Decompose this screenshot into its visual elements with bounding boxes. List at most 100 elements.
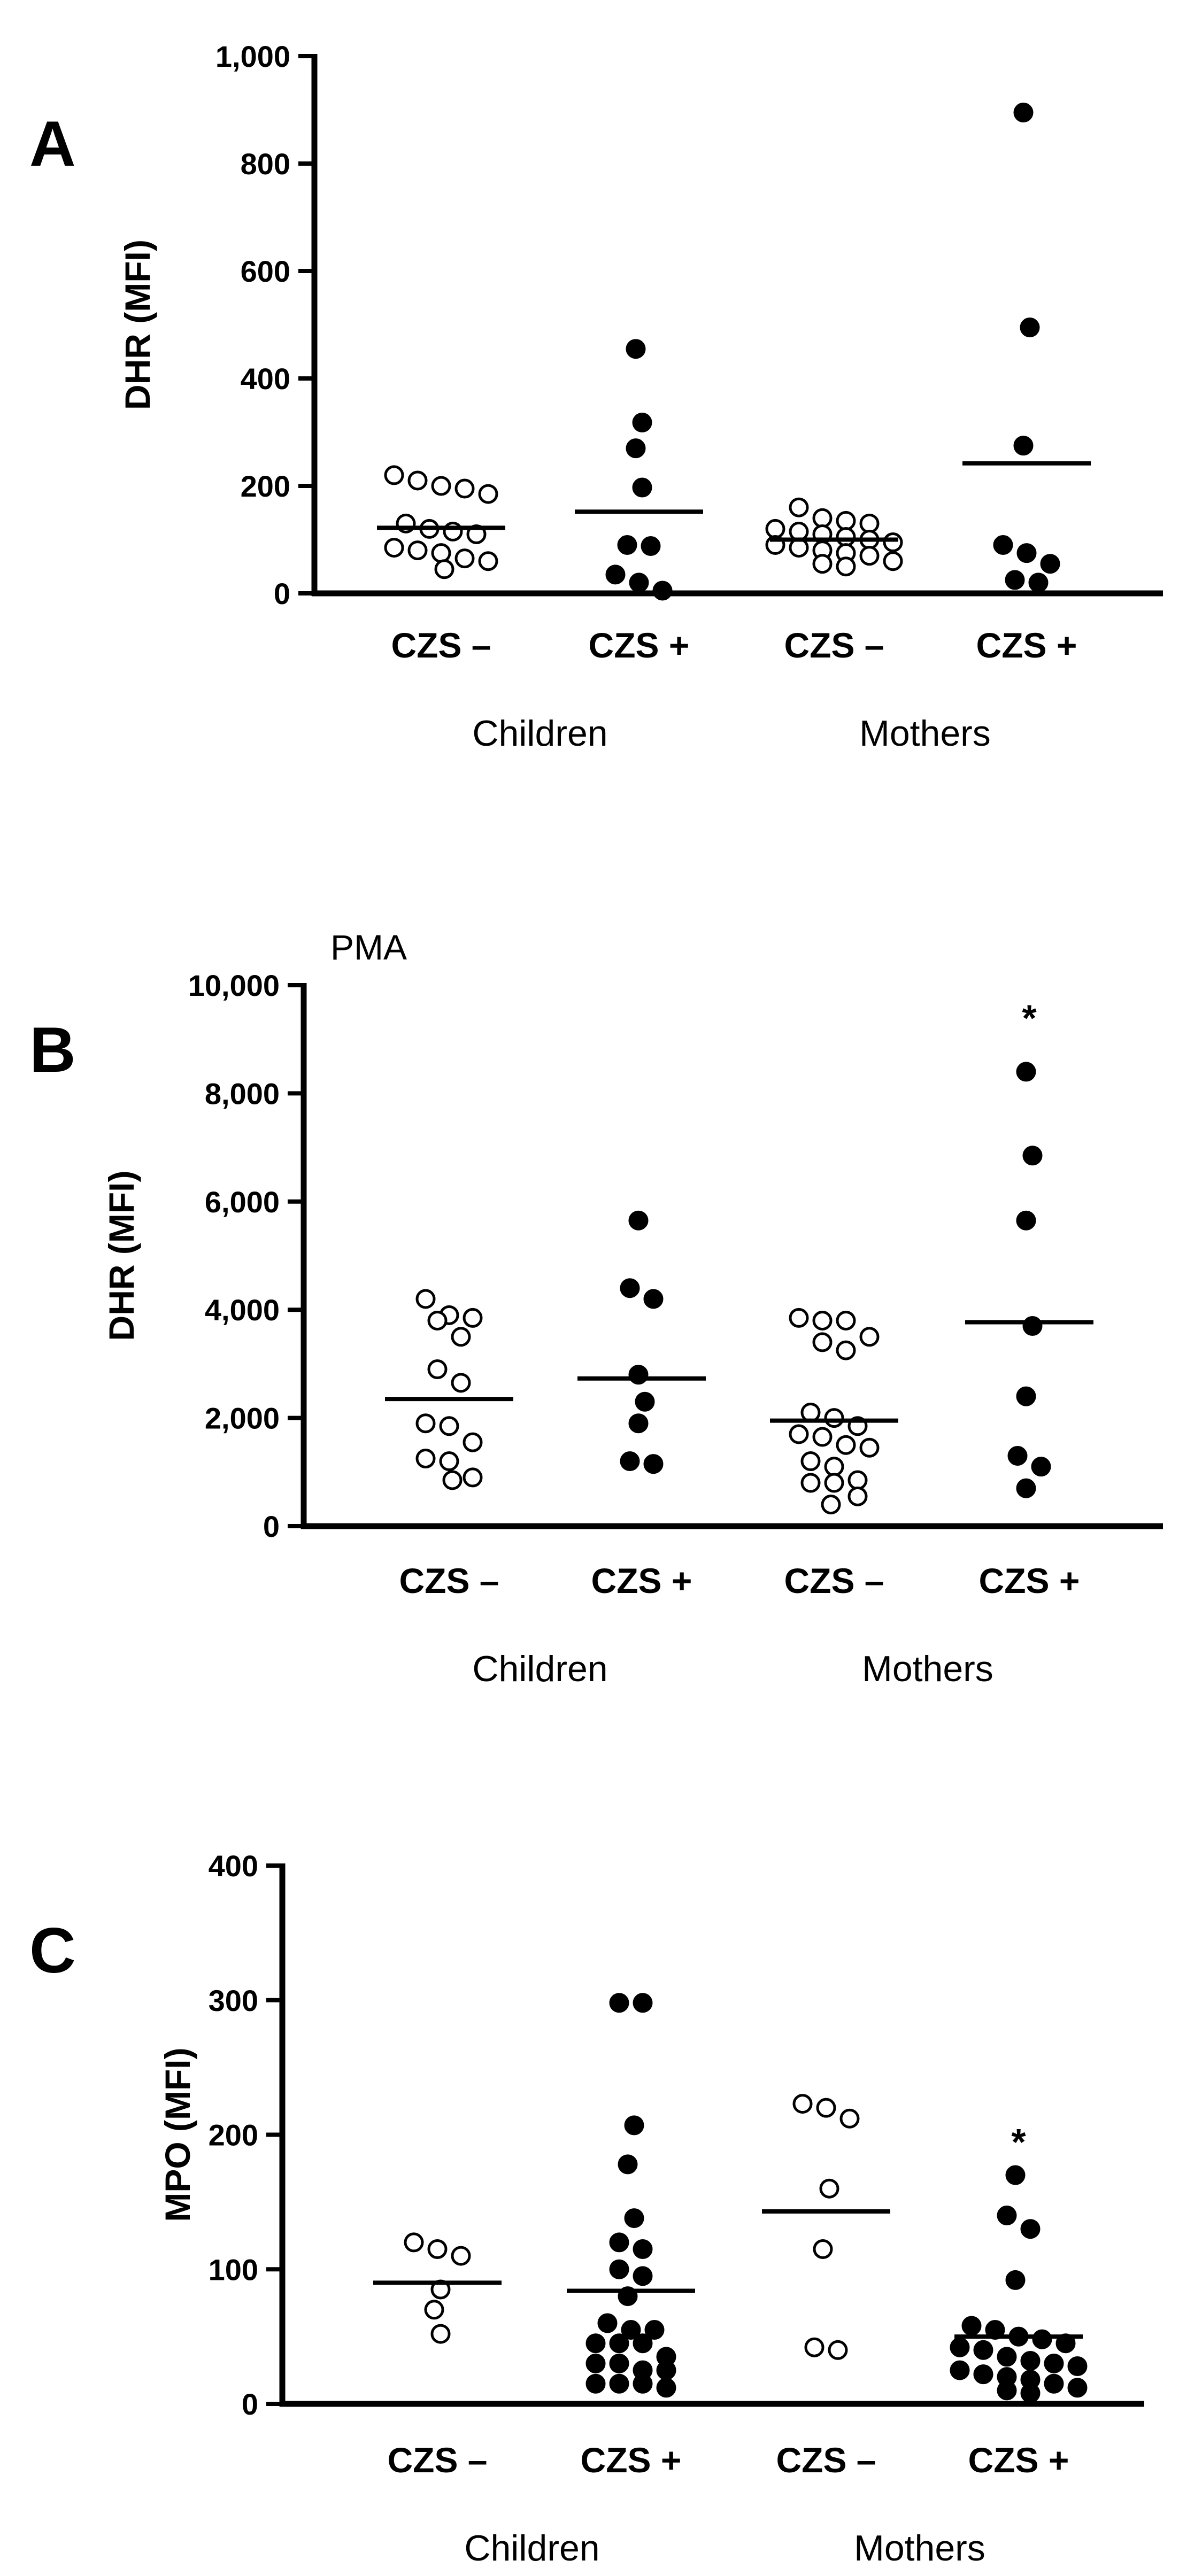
y-tick-label: 0 <box>263 1510 280 1543</box>
data-point <box>618 2154 638 2175</box>
data-point <box>789 1308 809 1328</box>
data-point <box>997 2347 1017 2367</box>
data-point <box>609 2373 629 2394</box>
data-point <box>789 1424 809 1444</box>
data-point <box>973 2364 993 2385</box>
group-label: Mothers <box>862 1649 993 1689</box>
significance-star: * <box>1022 997 1037 1039</box>
y-tick-label: 8,000 <box>205 1077 280 1110</box>
y-tick-label: 1,000 <box>215 40 290 73</box>
data-point <box>632 412 652 432</box>
x-tick-label: CZS – <box>784 1561 884 1600</box>
y-tick-label: 200 <box>209 2118 258 2152</box>
data-point <box>643 1289 664 1309</box>
data-point <box>792 2094 813 2114</box>
data-point <box>973 2340 993 2360</box>
significance-star: * <box>1011 2121 1026 2163</box>
data-point <box>836 510 856 531</box>
data-point <box>617 535 637 555</box>
y-tick-label: 2,000 <box>205 1402 280 1435</box>
data-point <box>628 1413 649 1434</box>
data-point <box>641 536 661 556</box>
series-0 <box>385 1289 513 1490</box>
data-point <box>839 2108 860 2129</box>
data-point <box>828 2340 848 2360</box>
data-point <box>824 1408 844 1428</box>
data-point <box>1067 2378 1088 2398</box>
data-point <box>427 2239 448 2259</box>
data-point <box>1044 2373 1064 2394</box>
x-tick-label: CZS + <box>976 625 1077 665</box>
data-point <box>824 1473 844 1493</box>
data-point <box>812 1427 833 1447</box>
data-point <box>424 2300 444 2320</box>
data-point <box>628 1210 649 1231</box>
data-point <box>836 1310 856 1330</box>
data-point <box>605 564 626 585</box>
data-point <box>431 476 451 496</box>
data-point <box>1044 2353 1064 2373</box>
y-tick-label: 200 <box>241 469 290 503</box>
data-point <box>813 2239 833 2259</box>
data-point <box>1020 2350 1041 2371</box>
data-point <box>434 559 454 579</box>
data-point <box>585 2333 606 2354</box>
data-point <box>812 554 833 574</box>
data-point <box>407 470 428 491</box>
x-tick-label: CZS – <box>387 2440 487 2480</box>
data-point <box>609 2232 629 2253</box>
data-point <box>629 573 649 593</box>
data-point <box>1016 543 1037 563</box>
data-point <box>463 1467 483 1488</box>
data-point <box>1016 1386 1036 1406</box>
data-point <box>633 2239 653 2259</box>
data-point <box>812 1332 833 1352</box>
data-point <box>624 2208 644 2229</box>
data-point <box>585 2373 606 2394</box>
y-tick-label: 4,000 <box>205 1293 280 1327</box>
data-point <box>384 465 404 485</box>
data-point <box>883 532 903 553</box>
x-tick-label: CZS – <box>776 2440 876 2480</box>
data-point <box>430 2324 451 2344</box>
data-point <box>800 1473 821 1493</box>
data-point <box>632 477 652 498</box>
data-point <box>609 2353 629 2373</box>
data-point <box>463 1432 483 1452</box>
data-point <box>961 2316 982 2336</box>
data-point <box>1005 2270 1026 2290</box>
data-point <box>789 497 809 517</box>
data-point <box>812 1310 833 1330</box>
y-tick-label: 10,000 <box>188 969 280 1002</box>
data-point <box>1020 2219 1041 2239</box>
data-point <box>883 551 903 571</box>
group-label: Children <box>472 713 607 754</box>
data-point <box>384 538 404 558</box>
panel-letter: C <box>29 1915 76 1986</box>
data-point <box>1005 2165 1026 2185</box>
y-axis-label: DHR (MFI) <box>118 239 157 410</box>
data-point <box>950 2360 970 2380</box>
data-point <box>620 1278 640 1298</box>
group-label: Mothers <box>859 713 991 754</box>
data-point <box>451 1373 471 1393</box>
data-point <box>478 551 498 571</box>
series-3 <box>965 1062 1093 1498</box>
chart-panel-a: 0 200 400 600 800 1,000 DHR (MFI) A CZS – CZS + CZ… <box>29 40 1163 754</box>
data-point <box>407 540 428 561</box>
data-point <box>836 1340 856 1360</box>
data-point <box>656 2378 676 2398</box>
data-point <box>847 1486 868 1506</box>
data-point <box>609 2259 629 2279</box>
data-point <box>1028 573 1049 593</box>
data-point <box>451 2246 471 2266</box>
data-point <box>816 2098 836 2118</box>
data-point <box>1031 1457 1051 1477</box>
series-2 <box>762 2094 890 2360</box>
y-tick-label: 0 <box>274 577 290 610</box>
y-tick-label: 400 <box>209 1849 258 1883</box>
data-point <box>451 1327 471 1347</box>
data-point <box>633 2373 653 2394</box>
data-point <box>800 1451 821 1472</box>
data-point <box>643 1454 664 1474</box>
